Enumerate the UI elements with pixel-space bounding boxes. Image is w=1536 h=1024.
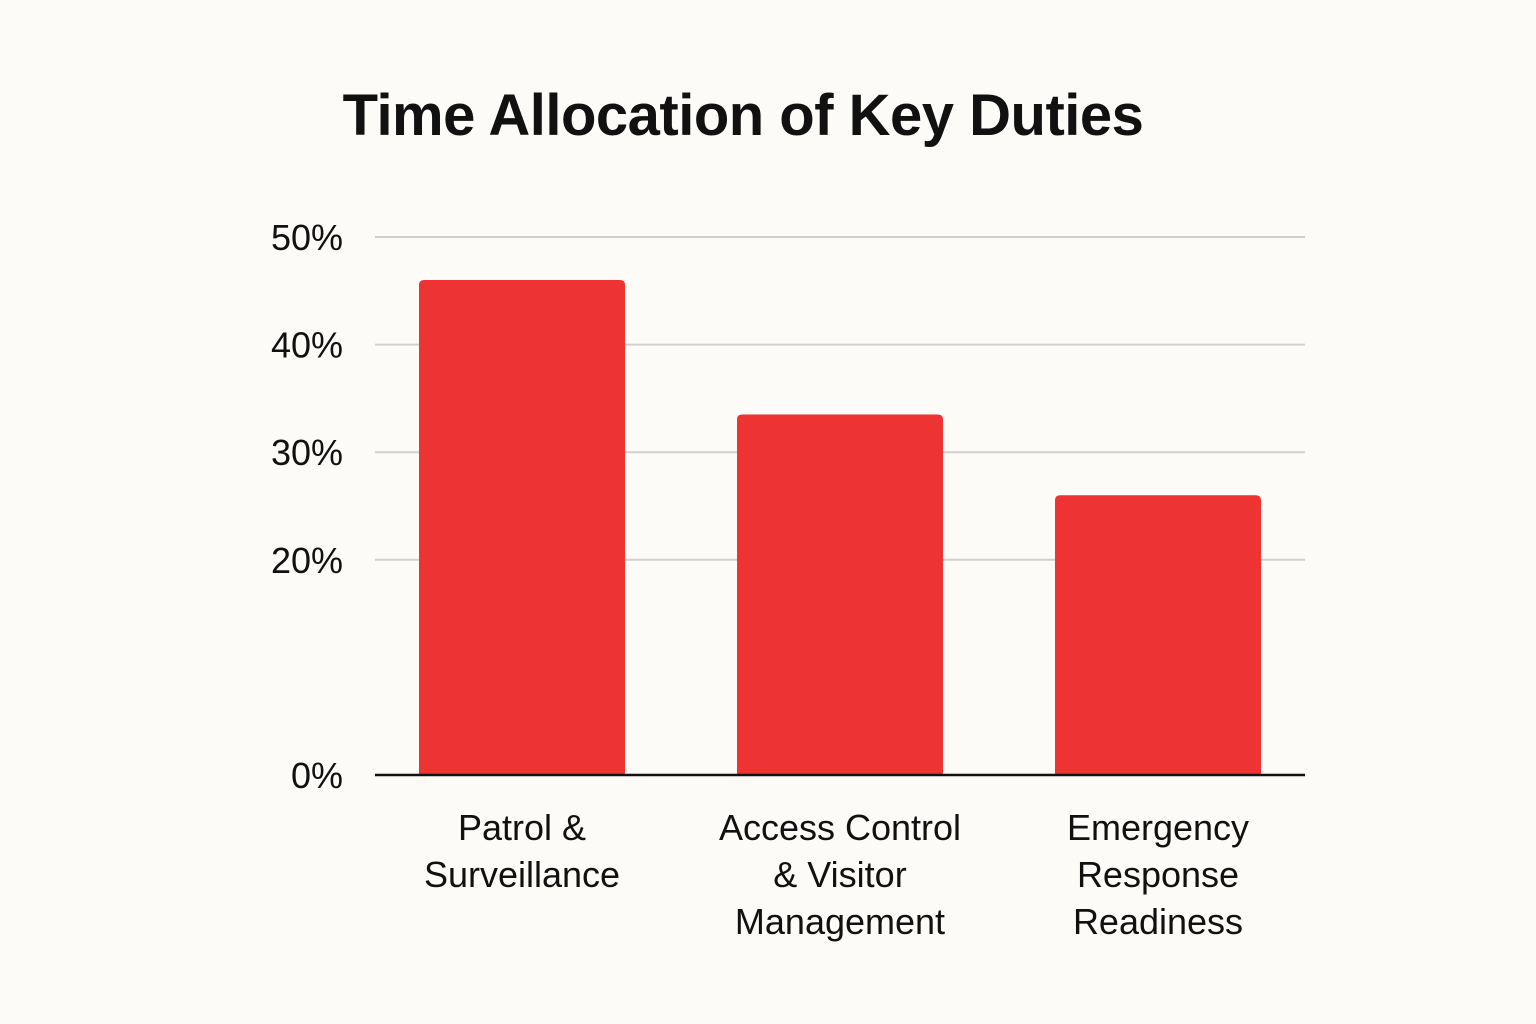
chart-title: Time Allocation of Key Duties (342, 83, 1144, 148)
bars (419, 280, 1261, 775)
category-label: Access Control & Visitor Management (719, 807, 961, 942)
category-label: Emergency Response Readiness (1067, 807, 1249, 942)
category-label: Patrol & Surveillance (424, 807, 620, 895)
bar (1055, 495, 1261, 775)
bar (419, 280, 625, 775)
category-label-line: Surveillance (424, 854, 620, 895)
y-tick-label: 30% (271, 432, 343, 473)
category-label-line: Management (735, 901, 945, 942)
y-tick-label: 50% (271, 217, 343, 258)
y-tick-label: 40% (271, 325, 343, 366)
category-label-line: Response (1077, 854, 1239, 895)
y-tick-label: 0% (291, 755, 343, 796)
category-label-line: Emergency (1067, 807, 1249, 848)
category-labels: Patrol & Surveillance Access Control & Visi… (424, 807, 1249, 942)
y-tick-label: 20% (271, 540, 343, 581)
category-label-line: Readiness (1073, 901, 1243, 942)
category-label-line: Access Control (719, 807, 961, 848)
category-label-line: & Visitor (773, 854, 906, 895)
category-label-line: Patrol & (458, 807, 586, 848)
bar (737, 414, 943, 775)
y-tick-labels: 0% 20% 30% 40% 50% (271, 217, 343, 796)
